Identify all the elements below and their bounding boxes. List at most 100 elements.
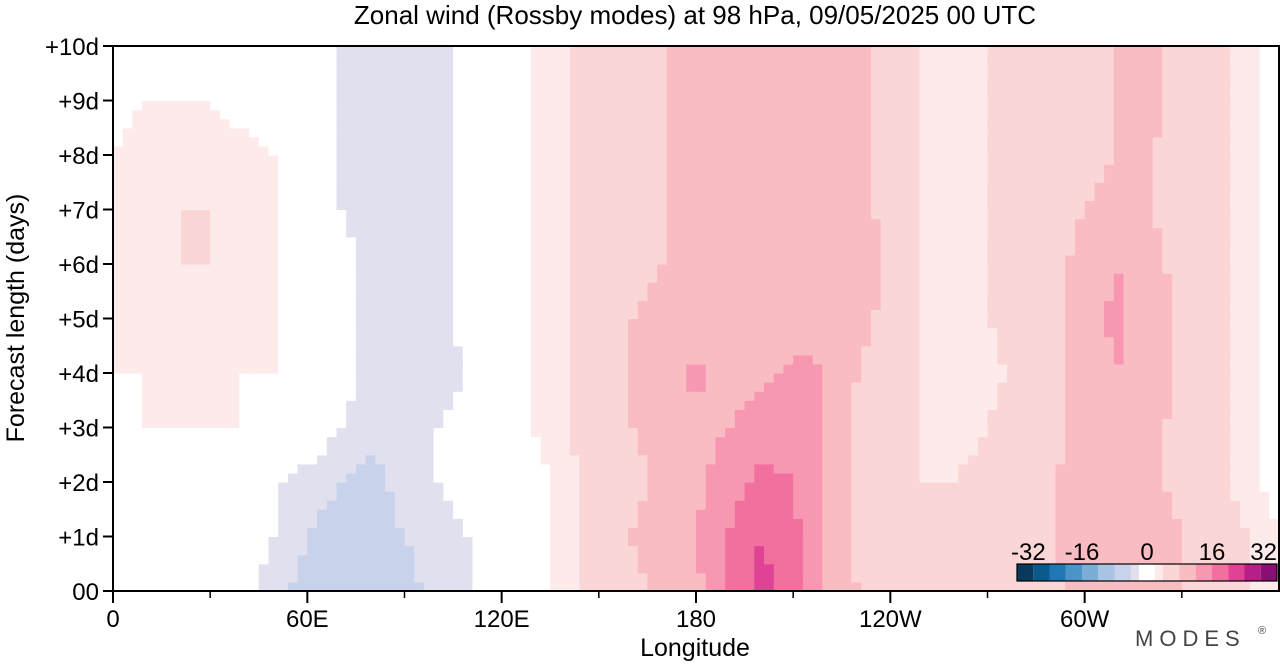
heatmap-cell (1249, 245, 1261, 256)
heatmap-cell (462, 518, 474, 529)
heatmap-cell (278, 336, 289, 347)
heatmap-cell (1230, 482, 1241, 492)
heatmap-cell (666, 545, 678, 556)
heatmap-cell (754, 463, 765, 474)
heatmap-cell (754, 363, 765, 374)
heatmap-cell (1065, 463, 1076, 474)
heatmap-cell (909, 373, 921, 383)
heatmap-cell (812, 236, 823, 247)
heatmap-cell (1113, 245, 1125, 256)
heatmap-cell (909, 409, 921, 420)
heatmap-cell (744, 227, 755, 238)
heatmap-cell (919, 273, 930, 283)
heatmap-cell (880, 391, 891, 401)
heatmap-cell (365, 336, 376, 347)
heatmap-cell (278, 445, 289, 456)
heatmap-cell (268, 309, 279, 320)
heatmap-cell (317, 218, 328, 229)
heatmap-cell (171, 500, 182, 510)
heatmap-cell (453, 545, 464, 556)
heatmap-cell (929, 282, 940, 292)
heatmap-cell (890, 527, 901, 538)
heatmap-cell (598, 454, 610, 465)
heatmap-cell (1152, 427, 1163, 438)
heatmap-cell (938, 545, 950, 556)
heatmap-cell (171, 282, 182, 292)
heatmap-cell (948, 318, 959, 329)
heatmap-cell (1162, 300, 1173, 311)
heatmap-cell (696, 581, 707, 592)
heatmap-cell (151, 273, 163, 283)
heatmap-cell (491, 363, 503, 374)
heatmap-cell (132, 463, 143, 474)
heatmap-cell (113, 581, 124, 592)
heatmap-cell (637, 309, 649, 320)
heatmap-cell (219, 300, 231, 311)
heatmap-cell (229, 209, 240, 220)
heatmap-cell (725, 572, 736, 583)
heatmap-cell (287, 554, 299, 565)
heatmap-cell (958, 427, 969, 438)
heatmap-cell (1220, 518, 1232, 529)
heatmap-cell (1230, 300, 1241, 311)
heatmap-cell (346, 509, 357, 519)
heatmap-cell (181, 527, 192, 538)
heatmap-cell (1162, 318, 1173, 329)
heatmap-cell (705, 563, 717, 574)
heatmap-cell (1045, 545, 1057, 556)
heatmap-cell (1142, 491, 1154, 501)
heatmap-cell (1006, 254, 1018, 265)
heatmap-cell (394, 354, 406, 365)
heatmap-cell (161, 536, 172, 547)
heatmap-cell (113, 454, 124, 465)
heatmap-cell (151, 382, 163, 392)
heatmap-cell (530, 282, 542, 292)
heatmap-cell (793, 218, 804, 229)
heatmap-cell (968, 454, 979, 465)
heatmap-cell (1249, 463, 1261, 474)
heatmap-cell (987, 463, 998, 474)
heatmap-cell (414, 245, 425, 256)
heatmap-cell (1123, 218, 1134, 229)
heatmap-cell (113, 554, 124, 565)
heatmap-cell (812, 273, 823, 283)
heatmap-cell (589, 581, 600, 592)
heatmap-cell (938, 491, 950, 501)
heatmap-cell (802, 291, 814, 301)
heatmap-cell (550, 445, 561, 456)
heatmap-cell (657, 300, 668, 311)
heatmap-cell (1113, 273, 1125, 283)
heatmap-cell (608, 391, 619, 401)
heatmap-cell (336, 227, 347, 238)
heatmap-cell (1006, 391, 1018, 401)
heatmap-cell (880, 418, 891, 429)
heatmap-cell (151, 245, 163, 256)
heatmap-cell (861, 345, 872, 356)
heatmap-cell (647, 382, 658, 392)
heatmap-cell (1036, 327, 1047, 338)
heatmap-cell (764, 418, 775, 429)
heatmap-cell (647, 500, 658, 510)
heatmap-cell (744, 282, 755, 292)
heatmap-cell (793, 445, 804, 456)
heatmap-cell (151, 581, 163, 592)
heatmap-cell (725, 527, 736, 538)
heatmap-cell (579, 327, 590, 338)
heatmap-cell (1074, 245, 1086, 256)
heatmap-cell (958, 373, 969, 383)
heatmap-cell (229, 545, 240, 556)
heatmap-cell (968, 482, 979, 492)
heatmap-cell (977, 300, 989, 311)
heatmap-cell (579, 454, 590, 465)
heatmap-cell (579, 363, 590, 374)
heatmap-cell (1230, 418, 1241, 429)
heatmap-cell (200, 527, 211, 538)
heatmap-cell (1026, 463, 1037, 474)
heatmap-cell (1240, 245, 1251, 256)
heatmap-cell (657, 336, 668, 347)
heatmap-cell (919, 454, 930, 465)
heatmap-cell (764, 572, 775, 583)
heatmap-cell (1036, 509, 1047, 519)
heatmap-cell (783, 400, 794, 410)
heatmap-cell (841, 318, 853, 329)
